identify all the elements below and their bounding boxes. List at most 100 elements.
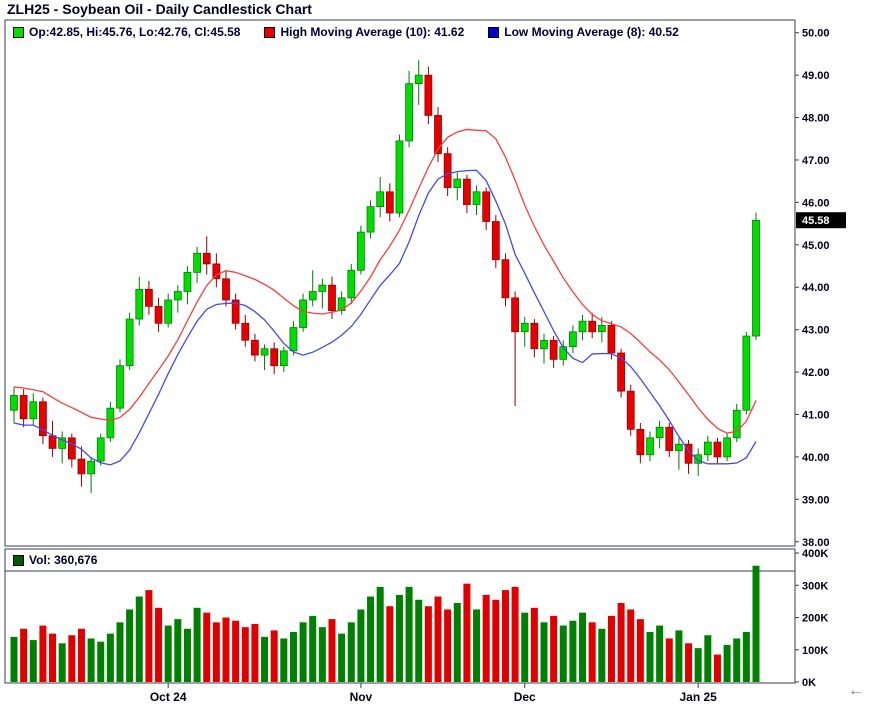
candle-body bbox=[665, 426, 674, 451]
volume-bar bbox=[675, 630, 683, 682]
candle-body bbox=[289, 327, 298, 352]
volume-bar bbox=[511, 586, 519, 682]
volume-bar bbox=[261, 636, 269, 682]
volume-bar bbox=[559, 625, 567, 682]
volume-bar bbox=[530, 607, 538, 682]
candle-body bbox=[434, 115, 442, 154]
volume-bar bbox=[270, 630, 278, 682]
volume-axis-label: 0K bbox=[802, 677, 816, 689]
candle-body bbox=[569, 331, 577, 348]
candle-body bbox=[145, 288, 153, 307]
candle-body bbox=[376, 191, 385, 208]
volume-legend: Vol: 360,676 bbox=[13, 553, 97, 567]
volume-bar bbox=[203, 612, 211, 682]
volume-bar bbox=[569, 620, 577, 682]
volume-bar bbox=[318, 627, 326, 682]
volume-bar bbox=[395, 594, 403, 682]
volume-bar bbox=[733, 638, 741, 682]
volume-bar bbox=[501, 590, 509, 682]
volume-bar bbox=[309, 615, 317, 682]
high-ma-swatch-icon bbox=[264, 26, 276, 38]
candle-body bbox=[231, 299, 240, 324]
volume-bar bbox=[550, 615, 558, 682]
candle-body bbox=[19, 395, 28, 420]
volume-bar bbox=[424, 606, 432, 682]
volume-bar bbox=[58, 643, 66, 682]
candle-body bbox=[626, 390, 635, 430]
candle-body bbox=[77, 458, 86, 475]
volume-bar bbox=[598, 628, 606, 682]
price-axis-label: 38.00 bbox=[802, 537, 830, 549]
volume-bar bbox=[713, 654, 721, 682]
volume-bar bbox=[742, 632, 750, 682]
candle-body bbox=[597, 325, 606, 333]
candle-body bbox=[732, 409, 741, 439]
volume-bar bbox=[20, 628, 28, 682]
candle-body bbox=[58, 437, 67, 449]
volume-bar bbox=[579, 612, 587, 682]
price-axis-label: 40.00 bbox=[802, 452, 830, 464]
volume-bar bbox=[723, 644, 731, 682]
candle-body bbox=[299, 299, 307, 328]
volume-bar bbox=[338, 633, 346, 682]
candle-body bbox=[173, 291, 182, 301]
volume-bar bbox=[434, 596, 442, 682]
volume-bar bbox=[174, 619, 182, 682]
volume-bar bbox=[473, 609, 481, 682]
candle-body bbox=[260, 348, 269, 356]
price-axis-label: 41.00 bbox=[802, 410, 830, 422]
price-axis-label: 42.00 bbox=[802, 367, 830, 379]
candle-body bbox=[193, 252, 201, 273]
back-arrow[interactable]: ← bbox=[848, 682, 864, 699]
volume-bar bbox=[444, 609, 452, 682]
candle-body bbox=[251, 339, 259, 356]
candle-body bbox=[328, 284, 336, 311]
volume-bar bbox=[588, 622, 596, 682]
volume-bar bbox=[126, 609, 134, 682]
price-axis-label: 47.00 bbox=[802, 155, 830, 167]
candle-body bbox=[67, 437, 76, 460]
volume-bar bbox=[232, 620, 240, 682]
candle-body bbox=[347, 269, 356, 299]
volume-bar bbox=[97, 641, 105, 682]
legend-item-high-ma: High Moving Average (10): 41.62 bbox=[264, 25, 464, 39]
last-price-label: 45.58 bbox=[802, 215, 830, 227]
volume-bar bbox=[299, 622, 307, 682]
candle-body bbox=[453, 178, 462, 188]
volume-bar bbox=[183, 628, 191, 682]
candle-body bbox=[222, 278, 230, 301]
candle-body bbox=[116, 365, 124, 409]
volume-axis-label: 300K bbox=[802, 580, 828, 592]
candle-body bbox=[646, 437, 654, 456]
volume-bar bbox=[39, 625, 47, 682]
candle-body bbox=[588, 320, 597, 333]
low-ma-legend-label: Low Moving Average (8): 40.52 bbox=[504, 25, 679, 39]
volume-bar bbox=[328, 619, 336, 682]
candle-body bbox=[511, 297, 519, 333]
candle-body bbox=[752, 219, 760, 337]
volume-swatch-icon bbox=[13, 554, 24, 566]
ohlc-legend-label: Op:42.85, Hi:45.76, Lo:42.76, Cl:45.58 bbox=[29, 25, 241, 39]
candle-body bbox=[106, 407, 115, 439]
candle-body bbox=[540, 339, 548, 350]
candle-body bbox=[520, 322, 529, 333]
volume-bar bbox=[405, 586, 413, 682]
price-axis: 50.00 49.00 48.00 47.00 46.00 45.00 44.00 43.00… bbox=[795, 28, 830, 549]
volume-legend-label: Vol: 360,676 bbox=[29, 553, 98, 567]
volume-bar bbox=[193, 607, 201, 682]
legend-item-low-ma: Low Moving Average (8): 40.52 bbox=[488, 25, 679, 39]
candle-body bbox=[308, 291, 317, 301]
candle-body bbox=[424, 74, 433, 116]
volume-bar bbox=[415, 599, 423, 682]
candle-body bbox=[154, 305, 163, 324]
volume-bars bbox=[10, 565, 760, 682]
candle-body bbox=[10, 395, 18, 411]
volume-bar bbox=[453, 602, 461, 682]
candle-body bbox=[655, 426, 664, 439]
candle-body bbox=[270, 348, 279, 367]
volume-axis-label: 400K bbox=[802, 548, 828, 560]
candle-body bbox=[694, 454, 703, 464]
volume-bar bbox=[135, 596, 143, 682]
volume-bar bbox=[367, 596, 375, 682]
